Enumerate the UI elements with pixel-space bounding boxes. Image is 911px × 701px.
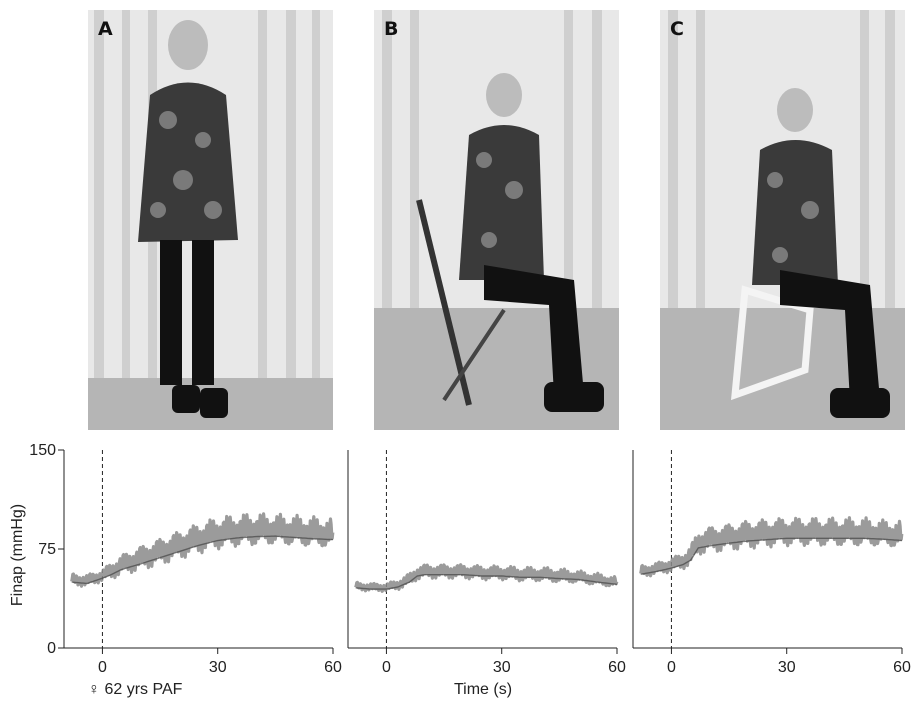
x-tick-label: 30 [209,659,227,676]
standing-figure-photo [88,10,333,430]
chart-panel-a: 0 75 150 0 30 60 [29,442,342,676]
finap-trace-mean [355,574,618,590]
photo-label-c: C [670,18,684,40]
x-tick-label: 0 [667,659,676,676]
x-tick-label: 30 [493,659,511,676]
photo-panel-b: B [374,10,619,430]
finap-trace-mean [71,535,334,585]
x-axis-label: Time (s) [454,681,512,698]
x-tick-label: 60 [608,659,626,676]
x-tick-label: 30 [778,659,796,676]
photo-label-a: A [98,18,113,40]
chart-panel-c: 0 30 60 [632,450,911,676]
photo-panel-c: C [660,10,905,430]
y-tick-label: 0 [47,640,56,657]
finap-trace-band [354,563,619,593]
sitting-chair-figure-photo [660,10,905,430]
y-axis-label: Finap (mmHg) [9,504,26,606]
photo-label-b: B [384,18,399,40]
finap-trace-mean [640,537,903,575]
x-tick-label: 60 [893,659,911,676]
x-tick-label: 0 [98,659,107,676]
x-tick-label: 60 [324,659,342,676]
y-tick-label: 75 [38,541,56,558]
finap-trace-band [70,512,335,588]
chart-marks-layer: 0 75 150 0 30 60 0 30 60 0 30 60 [29,442,911,676]
finap-trace-band [639,516,904,578]
y-tick-label: 150 [29,442,56,459]
subject-label: ♀ 62 yrs PAF [88,681,183,698]
x-tick-label: 0 [382,659,391,676]
sitting-stool-figure-photo [374,10,619,430]
photo-panel-a: A [88,10,333,430]
chart-panel-b: 0 30 60 [347,450,626,676]
